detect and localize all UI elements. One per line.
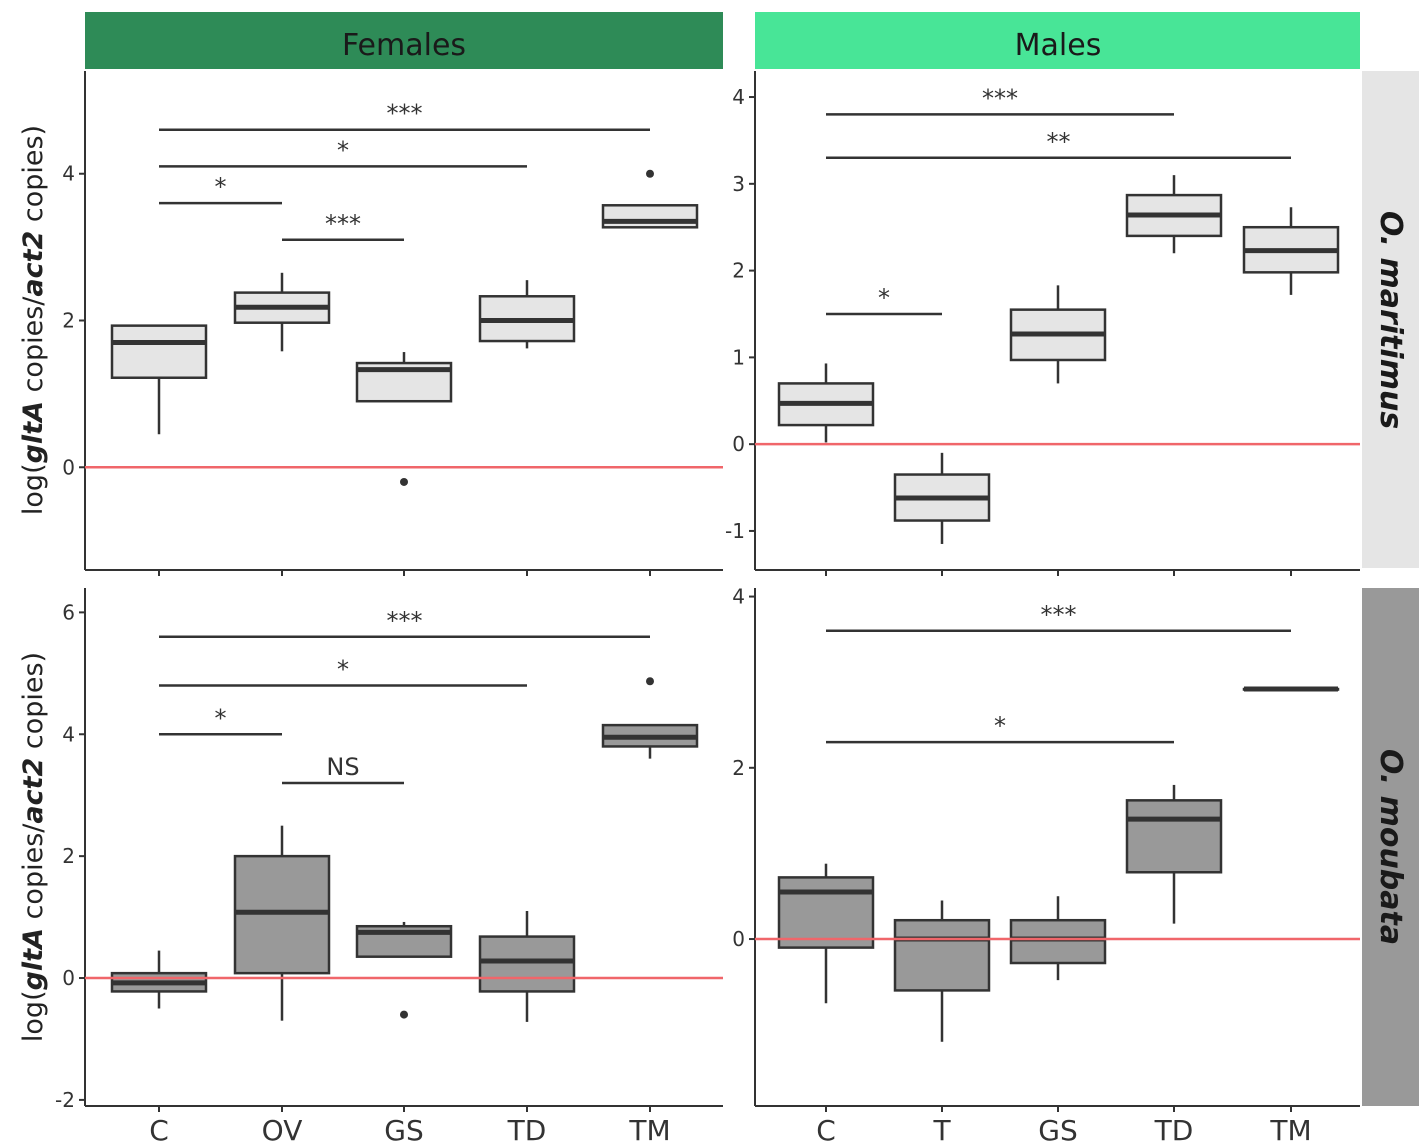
box-ov — [233, 825, 331, 1021]
box-ov — [233, 272, 331, 352]
box-tm — [1242, 207, 1340, 295]
y-axis-title-bottom: log(gltA copies/act2 copies) — [18, 652, 49, 1042]
y-tick-label: 2 — [62, 844, 75, 868]
y-tick-label: 3 — [732, 172, 745, 196]
x-tick-label: GS — [384, 1114, 423, 1144]
significance-label: NS — [326, 753, 359, 781]
box-td — [478, 280, 576, 349]
significance-label: *** — [982, 84, 1018, 112]
box-td — [478, 910, 576, 1022]
x-tick-label: TD — [507, 1114, 547, 1144]
significance-label: *** — [387, 607, 423, 635]
y-tick-label: 0 — [62, 455, 75, 479]
box-body — [1125, 799, 1223, 874]
y-tick-label: 2 — [62, 309, 75, 333]
box-c — [110, 950, 208, 1009]
x-tick-label: TM — [1269, 1114, 1311, 1144]
box-gs — [1009, 285, 1107, 384]
box-tm — [601, 169, 699, 229]
box-body — [478, 935, 576, 993]
y-tick-label: 2 — [732, 756, 745, 780]
significance-label: *** — [1041, 601, 1077, 629]
outlier-point — [646, 677, 654, 686]
box-body — [893, 918, 991, 992]
box-gs — [355, 352, 453, 486]
y-tick-label: 0 — [732, 927, 745, 951]
significance-label: * — [337, 656, 349, 684]
x-tick-label: T — [932, 1114, 951, 1144]
y-tick-label: 6 — [62, 600, 75, 624]
box-gs — [1009, 896, 1107, 981]
box-tm — [1242, 686, 1340, 692]
y-tick-label: -1 — [725, 519, 745, 543]
y-tick-label: 4 — [62, 722, 75, 746]
facet-strip-females — [85, 12, 723, 69]
box-gs — [355, 921, 453, 1019]
x-tick-label: TM — [628, 1114, 670, 1144]
facet-strip-males-label: Males — [1015, 28, 1102, 63]
x-tick-label: C — [149, 1114, 169, 1144]
facet-strip-o-moubata-label: O. moubata — [1373, 749, 1408, 945]
significance-label: *** — [325, 210, 361, 238]
outlier-point — [400, 477, 408, 486]
box-td — [1125, 175, 1223, 254]
panel-females-o-maritimus: 024******** — [62, 71, 723, 576]
box-c — [777, 363, 875, 443]
facet-strip-o-moubata — [1362, 588, 1419, 1106]
x-tick-label: GS — [1038, 1114, 1077, 1144]
outlier-point — [646, 169, 654, 178]
box-c — [110, 324, 208, 435]
y-tick-label: 4 — [732, 585, 745, 609]
box-body — [1009, 918, 1107, 965]
box-t — [893, 452, 991, 544]
significance-label: * — [215, 173, 227, 201]
outlier-point — [400, 1010, 408, 1019]
facet-strip-males — [755, 12, 1360, 69]
facet-strip-o-maritimus — [1362, 71, 1419, 568]
x-tick-label: OV — [262, 1114, 303, 1144]
facet-strip-females-label: Females — [342, 28, 466, 63]
y-tick-label: 0 — [732, 432, 745, 456]
box-td — [1125, 784, 1223, 924]
box-body — [601, 204, 699, 229]
x-tick-label: C — [816, 1114, 836, 1144]
y-tick-label: -2 — [55, 1088, 75, 1112]
box-t — [893, 900, 991, 1042]
y-axis-title-top: log(gltA copies/act2 copies) — [18, 125, 49, 515]
y-tick-label: 0 — [62, 966, 75, 990]
box-body — [110, 324, 208, 379]
y-tick-label: 4 — [62, 162, 75, 186]
box-body — [777, 876, 875, 949]
significance-label: *** — [387, 100, 423, 128]
y-tick-label: 2 — [732, 259, 745, 283]
significance-label: * — [994, 712, 1006, 740]
significance-label: * — [337, 136, 349, 164]
y-tick-label: 4 — [732, 85, 745, 109]
significance-label: ** — [1047, 128, 1071, 156]
facet-strip-o-maritimus-label: O. maritimus — [1373, 211, 1408, 429]
x-tick-label: TD — [1154, 1114, 1194, 1144]
y-tick-label: 1 — [732, 345, 745, 369]
significance-label: * — [215, 704, 227, 732]
box-c — [777, 863, 875, 1004]
significance-label: * — [878, 284, 890, 312]
box-tm — [601, 677, 699, 759]
